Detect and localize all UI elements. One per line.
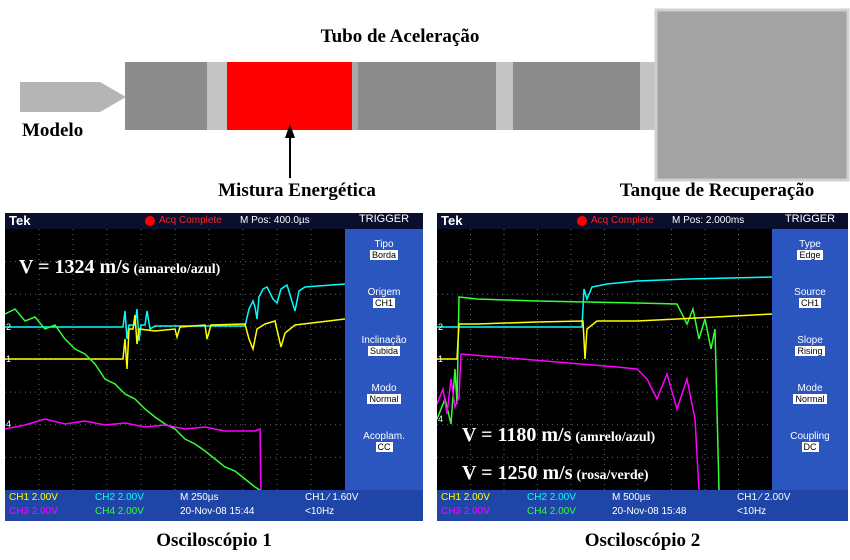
channel-marker: 1 <box>6 354 11 364</box>
trace <box>5 315 345 369</box>
velocity: V = 1324 m/s <box>19 256 130 278</box>
mixture-section <box>227 62 352 130</box>
velocity: V = 1250 m/s <box>462 462 573 484</box>
velocity-annotation: V = 1180 m/s (amrelo/azul) <box>462 424 656 446</box>
top-bar: Tek Acq Complete M Pos: 400.0µs <box>5 213 345 229</box>
channels: (amarelo/azul) <box>133 262 220 277</box>
menu-value: Rising <box>795 346 824 356</box>
menu-value: Borda <box>370 250 398 260</box>
trace <box>5 309 260 490</box>
status-text: CH1 2.00V <box>9 492 58 503</box>
page: Tubo de Aceleração Modelo Mistura Energé… <box>0 0 850 560</box>
status-text: CH1 ∕ 1.60V <box>305 492 358 503</box>
menu-title: TRIGGER <box>772 213 848 229</box>
channel-marker: 1 <box>438 354 443 364</box>
menu-value: Normal <box>793 394 826 404</box>
menu-value: CH1 <box>373 298 395 308</box>
menu-value: DC <box>802 442 819 452</box>
status-text: CH2 2.00V <box>527 492 576 503</box>
channel-marker: 2 <box>6 322 11 332</box>
status-text: CH4 2.00V <box>95 506 144 517</box>
menu-value: CH1 <box>799 298 821 308</box>
oscilloscope: Tek Acq Complete M Pos: 400.0µs TRIGGER Tipo… <box>5 213 423 521</box>
menu-label: Modo <box>345 383 423 394</box>
menu-item: InclinaçãoSubida <box>345 335 423 357</box>
channel-marker: 4 <box>438 414 443 424</box>
tube <box>125 62 660 130</box>
menu-label: Acoplam. <box>345 431 423 442</box>
brand: Tek <box>441 213 462 228</box>
status-text: <10Hz <box>305 506 334 517</box>
status-text: <10Hz <box>737 506 766 517</box>
status-text: CH1 ∕ 2.00V <box>737 492 790 503</box>
velocity-annotation: V = 1324 m/s (amarelo/azul) <box>19 256 221 278</box>
menu-title: TRIGGER <box>345 213 423 229</box>
acq-indicator <box>145 216 155 226</box>
tank-label: Tanque de Recuperação <box>620 180 815 201</box>
diagram: Tubo de Aceleração Modelo Mistura Energé… <box>0 0 850 210</box>
trace <box>437 314 772 359</box>
menu-value: Edge <box>797 250 822 260</box>
status-text: M 250µs <box>180 492 219 503</box>
menu-value: CC <box>376 442 393 452</box>
menu-value: Subida <box>368 346 400 356</box>
trace <box>5 419 261 490</box>
model-label: Modelo <box>22 120 83 141</box>
status-text: CH3 2.00V <box>9 506 58 517</box>
tube-ring <box>496 62 513 130</box>
menu-label: Mode <box>772 383 848 394</box>
mixture-label: Mistura Energética <box>218 180 376 201</box>
screen: 2 1 4 V = 1324 m/s (amarelo/azul) <box>5 229 345 490</box>
velocity-annotation: V = 1250 m/s (rosa/verde) <box>462 462 649 484</box>
brand: Tek <box>9 213 30 228</box>
menu-label: Slope <box>772 335 848 346</box>
menu-label: Origem <box>345 287 423 298</box>
screen: 2 1 4 V = 1180 m/s (amrelo/azul) V = 1250 m/… <box>437 229 772 490</box>
channels: (amrelo/azul) <box>575 430 655 445</box>
model-shape <box>20 82 126 112</box>
menu-label: Coupling <box>772 431 848 442</box>
acq-indicator <box>577 216 587 226</box>
velocity: V = 1180 m/s <box>462 424 572 446</box>
menu-label: Type <box>772 239 848 250</box>
position: M Pos: 400.0µs <box>240 215 310 226</box>
tube-ring <box>207 62 227 130</box>
status-text: 20-Nov-08 15:44 <box>180 506 255 517</box>
trace <box>5 284 345 341</box>
tank <box>656 10 848 180</box>
oscilloscope: Tek Acq Complete M Pos: 2.000ms TRIGGER Type… <box>437 213 848 521</box>
menu-label: Tipo <box>345 239 423 250</box>
top-bar: Tek Acq Complete M Pos: 2.000ms <box>437 213 772 229</box>
status-text: 20-Nov-08 15:48 <box>612 506 687 517</box>
channel-marker: 4 <box>6 419 11 429</box>
status-text: CH1 2.00V <box>441 492 490 503</box>
status-text: CH4 2.00V <box>527 506 576 517</box>
acq-status: Acq Complete <box>159 215 222 226</box>
caption: Osciloscópio 2 <box>437 530 848 552</box>
acq-status: Acq Complete <box>591 215 654 226</box>
status-text: CH2 2.00V <box>95 492 144 503</box>
tube-ring <box>352 62 358 130</box>
menu-label: Inclinação <box>345 335 423 346</box>
diagram-title: Tubo de Aceleração <box>321 26 480 47</box>
channels: (rosa/verde) <box>576 468 648 483</box>
status-text: M 500µs <box>612 492 651 503</box>
caption: Osciloscópio 1 <box>5 530 423 552</box>
menu-value: Normal <box>367 394 400 404</box>
position: M Pos: 2.000ms <box>672 215 744 226</box>
channel-marker: 2 <box>438 322 443 332</box>
menu-item: Acoplam.CC <box>345 431 423 453</box>
status-text: CH3 2.00V <box>441 506 490 517</box>
menu-label: Source <box>772 287 848 298</box>
